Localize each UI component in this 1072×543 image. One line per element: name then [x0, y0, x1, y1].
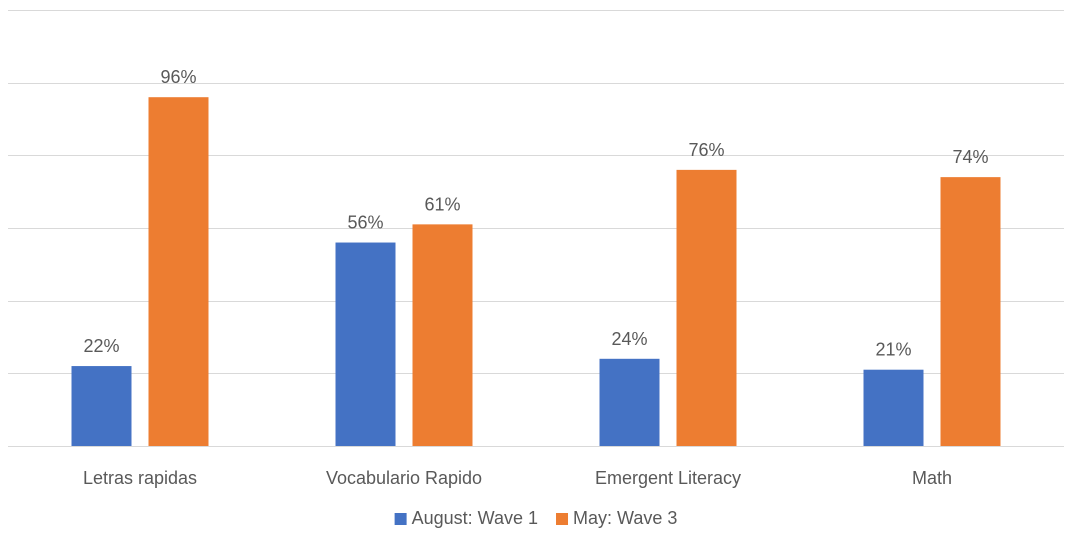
- bars: [71, 97, 1001, 446]
- category-label: Math: [912, 468, 952, 488]
- bar-emergent-literacy-series-1: [599, 358, 660, 446]
- data-label: 24%: [611, 329, 647, 349]
- category-axis-labels: Letras rapidas Vocabulario Rapido Emergent…: [83, 468, 952, 488]
- data-labels: 22% 96% 56% 61% 24% 76% 21% 74%: [83, 67, 988, 360]
- legend-swatch: [556, 513, 569, 525]
- legend: August: Wave 1 May: Wave 3: [394, 508, 677, 528]
- legend-label: August: Wave 1: [412, 508, 538, 528]
- bar-vocabulario-rapido-series-2: [412, 224, 473, 446]
- data-label: 76%: [688, 140, 724, 160]
- data-label: 22%: [83, 336, 119, 356]
- bar-letras-rapidas-series-1: [71, 366, 132, 446]
- data-label: 96%: [160, 67, 196, 87]
- data-label: 61%: [424, 194, 460, 214]
- data-label: 74%: [952, 147, 988, 167]
- category-label: Emergent Literacy: [595, 468, 741, 488]
- bar-vocabulario-rapido-series-1: [335, 242, 396, 446]
- bar-emergent-literacy-series-2: [676, 169, 737, 446]
- bar-math-series-1: [863, 369, 924, 446]
- data-label: 56%: [347, 213, 383, 233]
- bar-math-series-2: [940, 177, 1001, 446]
- category-label: Letras rapidas: [83, 468, 197, 488]
- data-label: 21%: [875, 340, 911, 360]
- category-label: Vocabulario Rapido: [326, 468, 482, 488]
- legend-label: May: Wave 3: [573, 508, 677, 528]
- bar-letras-rapidas-series-2: [148, 97, 209, 446]
- legend-swatch: [394, 513, 407, 525]
